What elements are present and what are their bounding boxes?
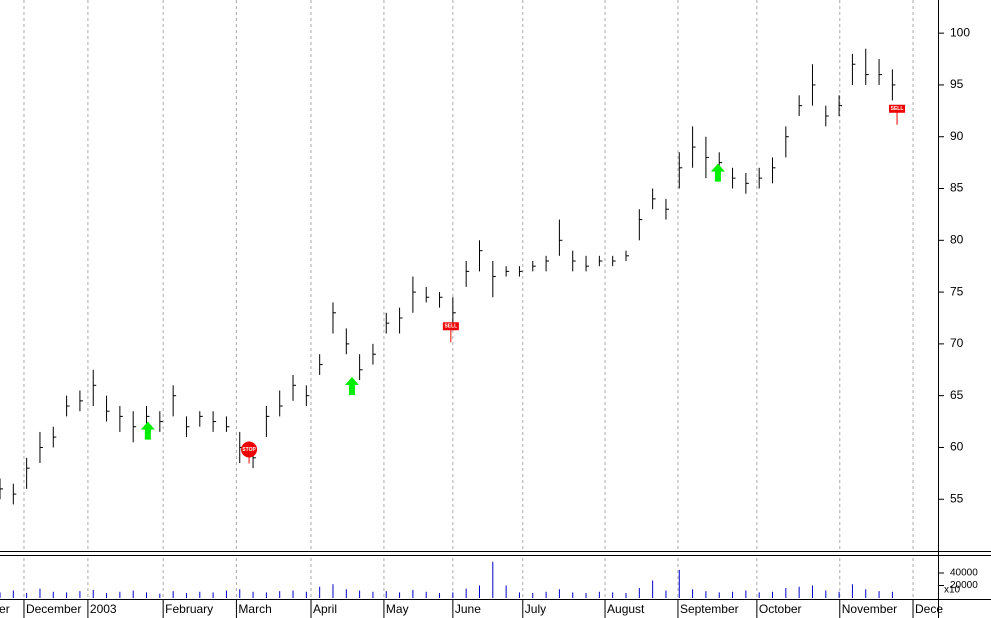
x-tick-label: April xyxy=(313,602,337,616)
x-tick-label: March xyxy=(238,602,271,616)
y-tick-label: 95 xyxy=(950,77,964,91)
x-tick-label: Dece xyxy=(915,602,943,616)
y-tick-label: 90 xyxy=(950,129,964,143)
y-tick-label: 70 xyxy=(950,336,964,350)
stop-label: STOP xyxy=(242,447,256,453)
buy-signal xyxy=(140,421,155,440)
buy-signal xyxy=(344,377,359,396)
x-tick-label: December xyxy=(26,602,81,616)
x-tick-label: November xyxy=(842,602,897,616)
y-tick-label: 60 xyxy=(950,440,964,454)
x-tick-label: August xyxy=(607,602,645,616)
y-tick-label: 100 xyxy=(950,25,970,39)
x-tick-label: June xyxy=(455,602,481,616)
y-tick-label: 65 xyxy=(950,388,964,402)
x-tick-label: er xyxy=(0,602,10,616)
sell-label: SELL xyxy=(444,324,457,330)
y-tick-label: 55 xyxy=(950,491,964,505)
volume-tick-label: 20000 xyxy=(950,580,978,591)
buy-signal xyxy=(710,163,725,182)
stop-signal xyxy=(241,441,258,458)
x-tick-label: 2003 xyxy=(90,602,117,616)
x-tick-label: September xyxy=(680,602,739,616)
sell-signal xyxy=(442,322,459,331)
volume-axis-label: x10 xyxy=(944,585,961,596)
x-tick-label: October xyxy=(759,602,802,616)
x-tick-label: February xyxy=(165,602,213,616)
y-tick-label: 85 xyxy=(950,181,964,195)
x-tick-label: July xyxy=(525,602,546,616)
volume-tick-label: 40000 xyxy=(950,568,978,579)
y-tick-label: 80 xyxy=(950,232,964,246)
y-tick-label: 75 xyxy=(950,284,964,298)
sell-label: SELL xyxy=(891,106,904,112)
x-tick-label: May xyxy=(386,602,409,616)
sell-signal xyxy=(889,104,906,113)
